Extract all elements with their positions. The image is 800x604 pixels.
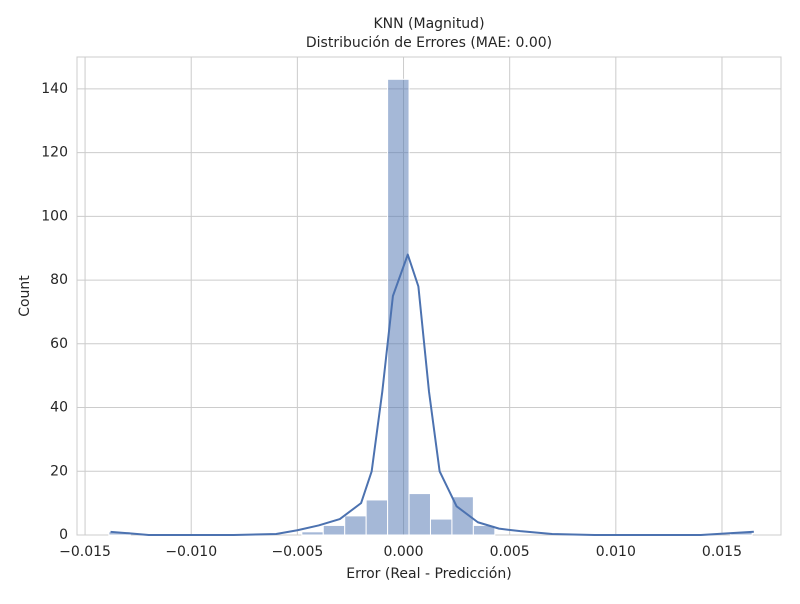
x-axis-label: Error (Real - Predicción)	[346, 566, 511, 582]
x-tick-label: 0.015	[702, 544, 742, 560]
histogram-bar	[322, 524, 346, 536]
histogram-bar	[408, 493, 431, 536]
y-tick-label: 120	[41, 145, 68, 161]
histogram-bar	[344, 515, 367, 536]
y-tick-label: 100	[41, 208, 68, 224]
histogram-bar	[429, 518, 453, 536]
x-tick-label: 0.000	[383, 544, 423, 560]
kde-line	[110, 253, 754, 536]
x-tick-label: −0.015	[59, 544, 111, 560]
y-tick-label: 0	[59, 527, 68, 543]
y-tick-label: 20	[50, 463, 68, 479]
x-tick-label: 0.010	[596, 544, 636, 560]
y-tick-label: 60	[50, 336, 68, 352]
y-tick-label: 40	[50, 400, 68, 416]
y-tick-label: 140	[41, 81, 68, 97]
chart-subtitle: Distribución de Errores (MAE: 0.00)	[306, 35, 552, 51]
histogram-bar	[365, 499, 389, 536]
chart-title: KNN (Magnitud)	[373, 16, 484, 32]
y-axis-label: Count	[17, 275, 33, 317]
histogram-bar	[387, 78, 410, 536]
histogram-bar	[301, 531, 324, 536]
x-tick-label: 0.005	[490, 544, 530, 560]
y-tick-label: 80	[50, 272, 68, 288]
plot-frame	[76, 56, 782, 536]
histogram-bar	[472, 524, 496, 536]
x-tick-label: −0.005	[271, 544, 323, 560]
x-tick-label: −0.010	[165, 544, 217, 560]
